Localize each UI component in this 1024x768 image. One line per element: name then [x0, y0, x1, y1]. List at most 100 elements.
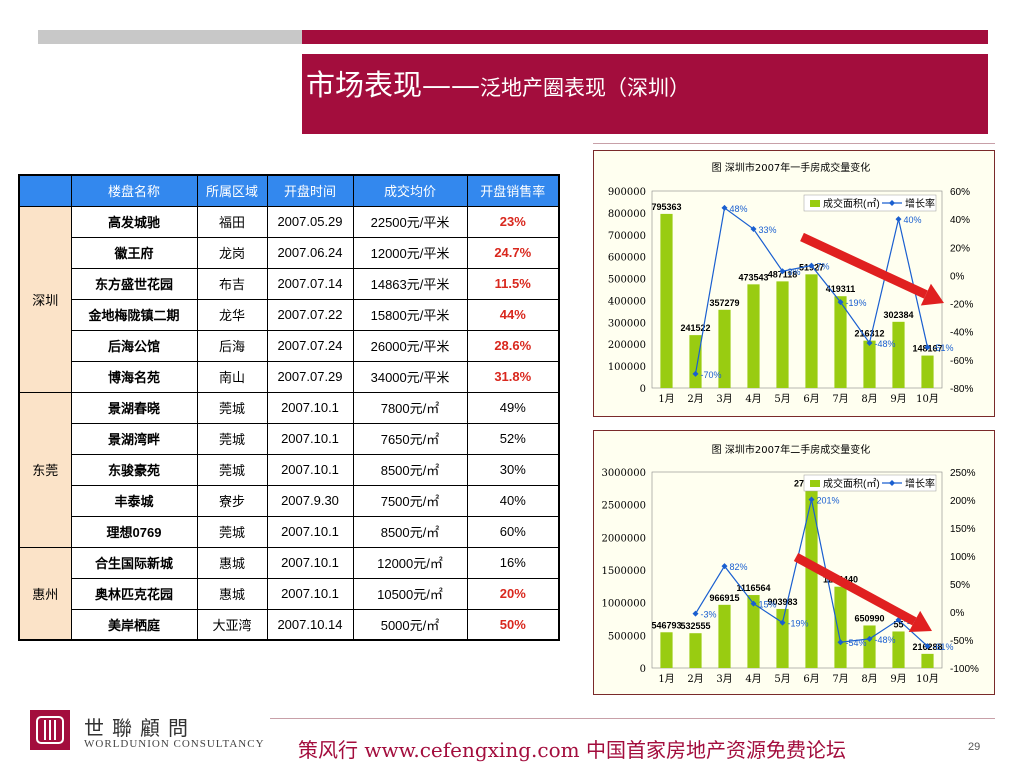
bar	[689, 335, 702, 388]
table-row: 景湖湾畔 莞城 2007.10.1 7650元/㎡ 52%	[19, 422, 560, 455]
growth-data-label: 40%	[904, 215, 922, 225]
table-cell-date: 2007.07.24	[266, 329, 354, 362]
y-tick-label: 900000	[608, 187, 646, 198]
table-header-cell: 楼盘名称	[70, 174, 198, 207]
plot-area	[651, 190, 943, 389]
table-cell-rate: 40%	[466, 484, 560, 517]
table-cell-rate: 50%	[466, 608, 560, 641]
y2-tick-label: -60%	[950, 356, 973, 367]
table-row: 徽王府 龙岗 2007.06.24 12000元/平米 24.7%	[19, 236, 560, 269]
growth-data-label: 3%	[788, 267, 801, 277]
growth-data-label: -51%	[933, 343, 954, 353]
chart-title: 图 深圳市2007年一手房成交量变化	[712, 161, 871, 174]
table-cell-area: 莞城	[196, 391, 268, 424]
table-cell-price: 22500元/平米	[352, 205, 468, 238]
table-cell-name: 景湖春晓	[70, 391, 198, 424]
growth-data-label: -19%	[788, 619, 809, 629]
growth-data-label: 48%	[730, 204, 748, 214]
y-tick-label: 800000	[608, 209, 646, 220]
y2-tick-label: -100%	[950, 664, 979, 675]
table-cell-date: 2007.10.1	[266, 391, 354, 424]
table-cell-name: 丰泰城	[70, 484, 198, 517]
bar	[747, 284, 760, 388]
bar-data-label: 302384	[883, 310, 913, 320]
table-cell-area: 莞城	[196, 453, 268, 486]
x-tick-label: 10月	[916, 673, 939, 685]
bar-data-label: 419311	[826, 284, 856, 294]
table-row: 后海公馆 后海 2007.07.24 26000元/平米 28.6%	[19, 329, 560, 362]
x-tick-label: 1月	[658, 673, 674, 685]
table-cell-price: 12000元/㎡	[352, 546, 468, 579]
y-tick-label: 200000	[608, 340, 646, 351]
legend-label: 成交面积(㎡)	[823, 197, 880, 210]
table-cell-area: 南山	[196, 360, 268, 393]
bar	[805, 490, 818, 668]
growth-point	[779, 619, 786, 626]
table-cell-area: 布吉	[196, 267, 268, 300]
bar	[776, 608, 789, 668]
legend-box	[803, 194, 937, 212]
table-cell-name: 奥林匹克花园	[70, 577, 198, 610]
legend-marker	[889, 200, 895, 206]
growth-point	[692, 370, 699, 377]
table-cell-area: 惠城	[196, 546, 268, 579]
table-cell-price: 7500元/㎡	[352, 484, 468, 517]
table-cell-name: 高发城驰	[70, 205, 198, 238]
bar	[921, 355, 934, 388]
table-cell-rate: 44%	[466, 298, 560, 331]
table-cell-rate: 24.7%	[466, 236, 560, 269]
bar-data-label: 650990	[854, 613, 884, 623]
footer-divider	[270, 718, 995, 719]
table-cell-name: 东骏豪苑	[70, 453, 198, 486]
growth-point	[866, 635, 873, 642]
table-row: 理想0769 莞城 2007.10.1 8500元/㎡ 60%	[19, 515, 560, 548]
table-cell-area: 大亚湾	[196, 608, 268, 641]
table-cell-date: 2007.07.14	[266, 267, 354, 300]
growth-point	[692, 610, 699, 617]
chart-title: 图 深圳市2007年二手房成交量变化	[712, 443, 871, 456]
y-tick-label: 500000	[608, 631, 646, 642]
table-cell-price: 12000元/平米	[352, 236, 468, 269]
growth-data-label: 33%	[759, 225, 777, 235]
y-tick-label: 1500000	[601, 566, 646, 577]
top-bar-red	[302, 30, 988, 44]
y2-tick-label: 200%	[950, 496, 976, 507]
table-cell-date: 2007.10.14	[266, 608, 354, 641]
bar	[921, 653, 934, 668]
table-cell-name: 理想0769	[70, 515, 198, 548]
x-tick-label: 2月	[687, 673, 703, 685]
bar-data-label: 966915	[709, 593, 739, 603]
y2-tick-label: 150%	[950, 524, 976, 535]
plot-area	[651, 471, 943, 669]
title-banner: 市场表现——泛地产圈表现（深圳）	[302, 54, 988, 134]
y-tick-label: 500000	[608, 275, 646, 286]
y-tick-label: 3000000	[601, 468, 646, 479]
table-cell-date: 2007.07.22	[266, 298, 354, 331]
x-tick-label: 6月	[803, 393, 819, 405]
table-cell-rate: 31.8%	[466, 360, 560, 393]
table-cell-price: 14863元/平米	[352, 267, 468, 300]
table-cell-name: 东方盛世花园	[70, 267, 198, 300]
trend-arrow	[793, 553, 917, 626]
y-tick-label: 600000	[608, 253, 646, 264]
table-cell-price: 8500元/㎡	[352, 515, 468, 548]
growth-point	[721, 204, 728, 211]
y2-tick-label: 0%	[950, 271, 965, 282]
x-tick-label: 9月	[890, 673, 906, 685]
x-tick-label: 3月	[716, 393, 732, 405]
y-tick-label: 0	[640, 384, 646, 395]
table-header-cell	[18, 174, 72, 207]
table-cell-date: 2007.10.1	[266, 515, 354, 548]
x-tick-label: 10月	[916, 393, 939, 405]
page-number: 29	[968, 741, 981, 753]
y2-tick-label: -50%	[950, 636, 973, 647]
table-cell-price: 7800元/㎡	[352, 391, 468, 424]
growth-point	[779, 268, 786, 275]
y-tick-label: 400000	[608, 296, 646, 307]
y-tick-label: 300000	[608, 318, 646, 329]
growth-point	[721, 563, 728, 570]
growth-data-label: -54%	[846, 638, 867, 648]
table-cell-rate: 30%	[466, 453, 560, 486]
growth-point	[924, 344, 931, 351]
x-tick-label: 5月	[774, 673, 790, 685]
